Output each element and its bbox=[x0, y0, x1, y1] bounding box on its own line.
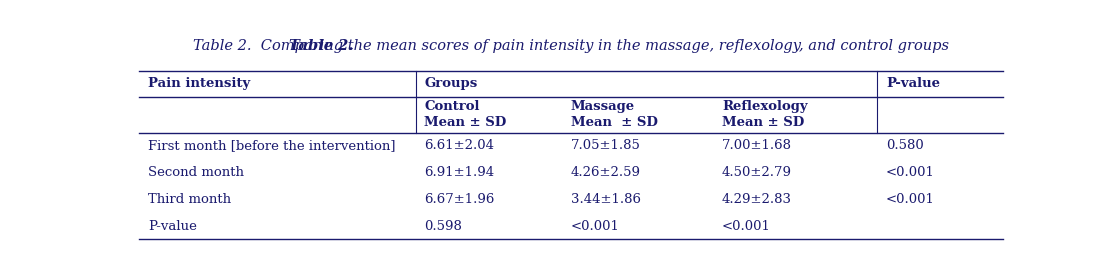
Text: Table 2.  Comparing the mean scores of pain intensity in the massage, reflexolog: Table 2. Comparing the mean scores of pa… bbox=[193, 39, 949, 53]
Text: 3.44±1.86: 3.44±1.86 bbox=[570, 193, 641, 206]
Text: 4.29±2.83: 4.29±2.83 bbox=[722, 193, 792, 206]
Text: 7.00±1.68: 7.00±1.68 bbox=[722, 139, 792, 152]
Text: Third month: Third month bbox=[148, 193, 231, 206]
Text: <0.001: <0.001 bbox=[886, 166, 935, 179]
Text: 7.05±1.85: 7.05±1.85 bbox=[570, 139, 641, 152]
Text: 0.598: 0.598 bbox=[424, 220, 462, 233]
Text: Control: Control bbox=[424, 100, 480, 113]
Text: First month [before the intervention]: First month [before the intervention] bbox=[148, 139, 395, 152]
Text: 6.67±1.96: 6.67±1.96 bbox=[424, 193, 495, 206]
Text: <0.001: <0.001 bbox=[570, 220, 619, 233]
Text: Reflexology: Reflexology bbox=[722, 100, 808, 113]
Text: P-value: P-value bbox=[148, 220, 197, 233]
Text: Massage: Massage bbox=[570, 100, 635, 113]
Text: Table 2.: Table 2. bbox=[289, 39, 353, 53]
Text: Second month: Second month bbox=[148, 166, 244, 179]
Text: 4.50±2.79: 4.50±2.79 bbox=[722, 166, 792, 179]
Text: Pain intensity: Pain intensity bbox=[148, 77, 251, 90]
Text: Groups: Groups bbox=[424, 77, 478, 90]
Text: <0.001: <0.001 bbox=[886, 193, 935, 206]
Text: Mean ± SD: Mean ± SD bbox=[424, 116, 507, 129]
Text: 6.61±2.04: 6.61±2.04 bbox=[424, 139, 495, 152]
Text: Mean ± SD: Mean ± SD bbox=[722, 116, 804, 129]
Text: Mean  ± SD: Mean ± SD bbox=[570, 116, 657, 129]
Text: 6.91±1.94: 6.91±1.94 bbox=[424, 166, 495, 179]
Text: 0.580: 0.580 bbox=[886, 139, 924, 152]
Text: 4.26±2.59: 4.26±2.59 bbox=[570, 166, 641, 179]
Text: <0.001: <0.001 bbox=[722, 220, 771, 233]
Text: P-value: P-value bbox=[886, 77, 940, 90]
